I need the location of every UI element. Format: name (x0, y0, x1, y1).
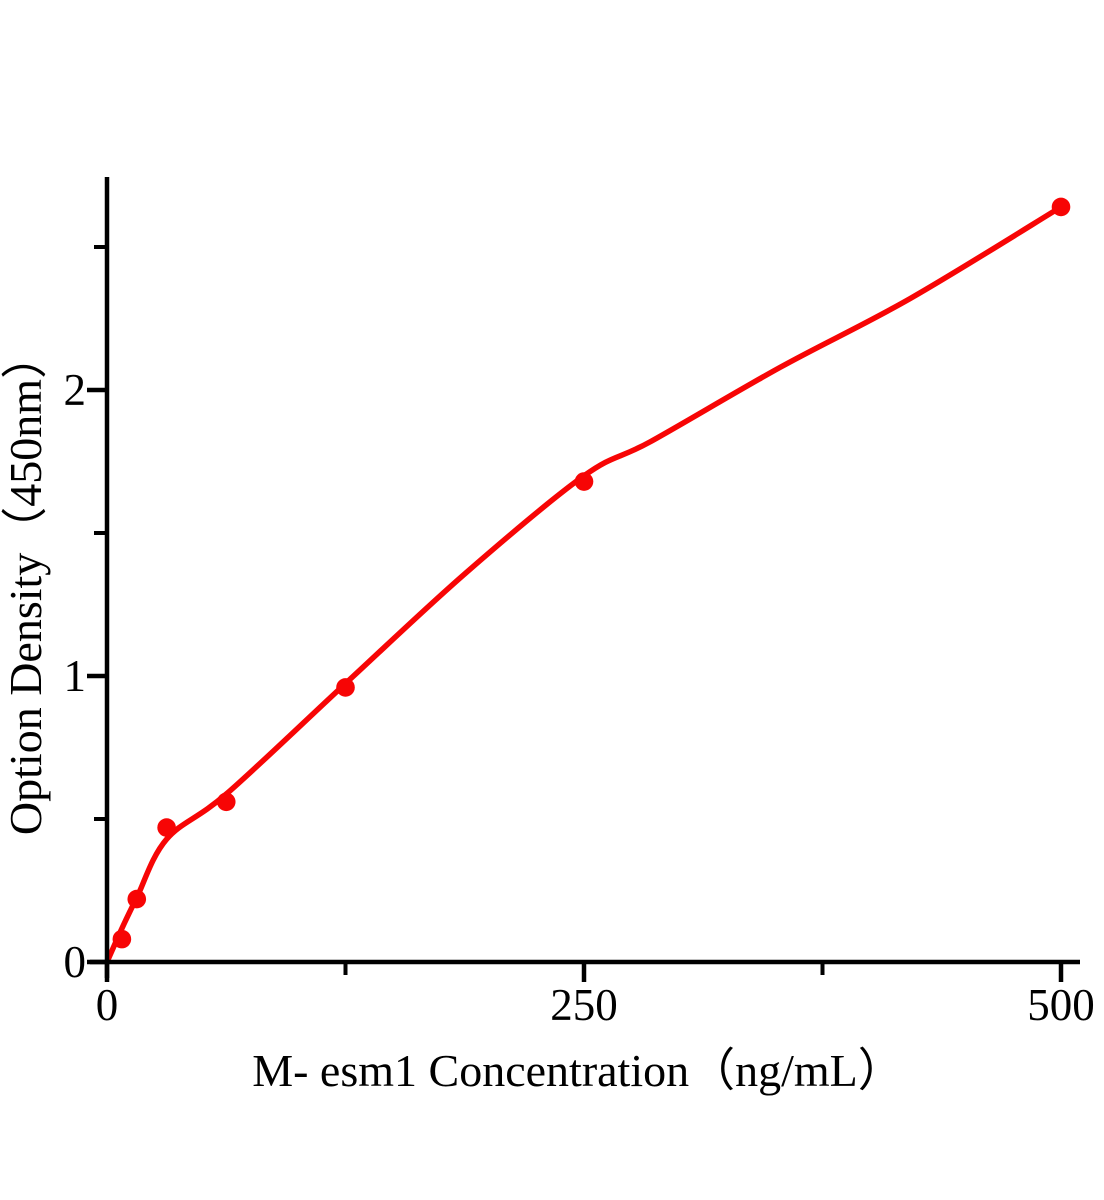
x-tick-label-250: 250 (550, 980, 618, 1030)
x-tick-label-0: 0 (96, 980, 119, 1030)
data-point-x125 (336, 678, 355, 697)
data-point-x250 (574, 472, 594, 491)
plot-layer: 0 250 500 0 1 2 (64, 177, 1095, 1030)
x-tick-label-500: 500 (1027, 980, 1095, 1030)
data-point-x62.5 (216, 792, 236, 812)
y-axis-title: Option Density（450nm） (0, 333, 51, 835)
y-tick-label-1: 1 (64, 651, 87, 701)
x-axis-title: M- esm1 Concentration（ng/mL） (252, 1045, 904, 1096)
y-tick-label-0: 0 (64, 937, 87, 987)
data-point-x31.25 (157, 818, 176, 837)
data-point-x500 (1051, 197, 1071, 217)
y-tick-label-2: 2 (64, 365, 87, 415)
data-point-x15.6 (127, 889, 147, 909)
data-point-x7.8 (112, 929, 132, 949)
fit-curve (104, 204, 1064, 965)
